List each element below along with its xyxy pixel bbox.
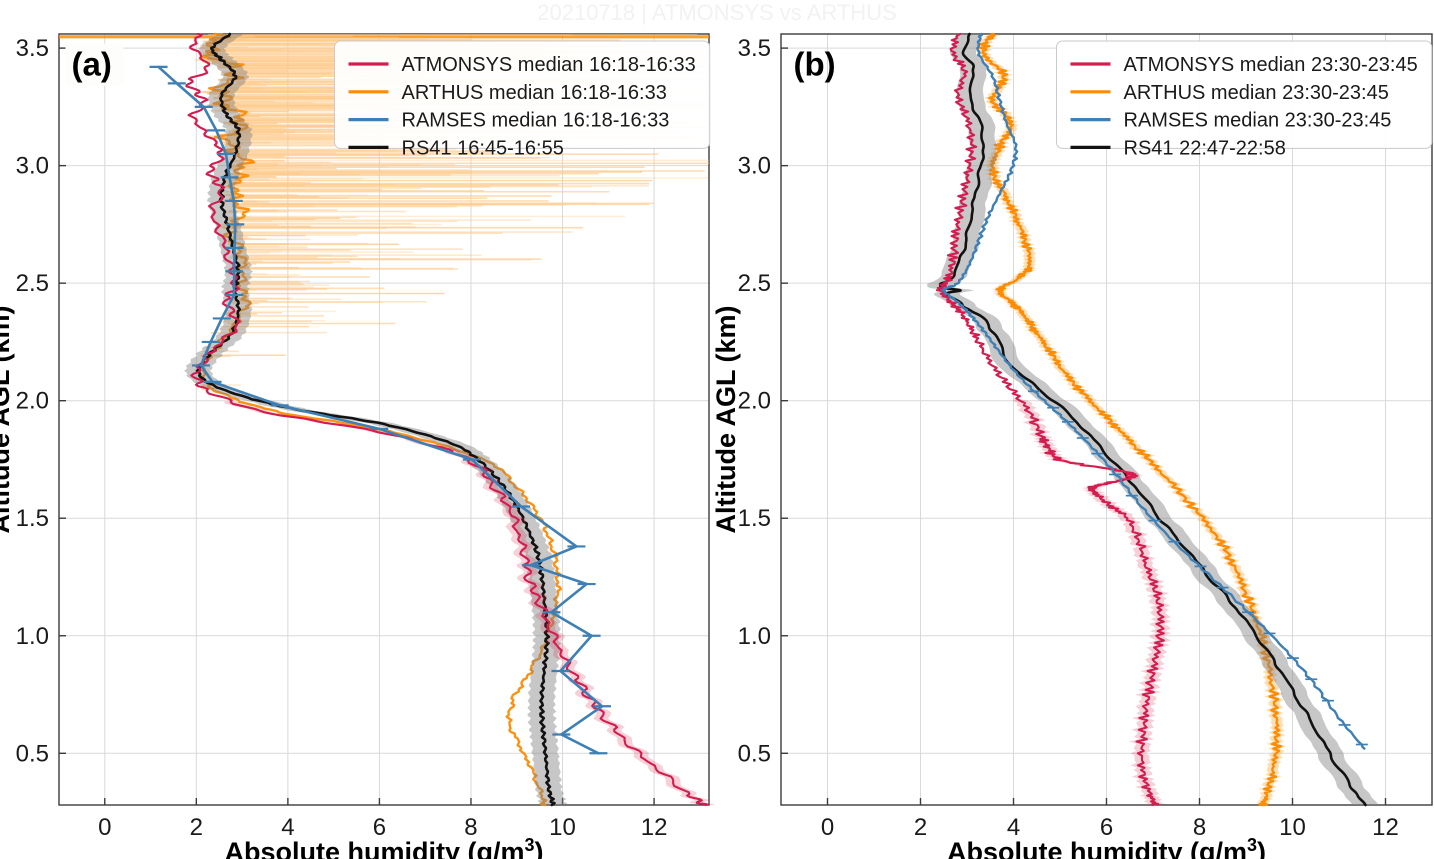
svg-text:RS41 22:47-22:58: RS41 22:47-22:58 — [1124, 137, 1286, 159]
svg-text:2: 2 — [914, 814, 927, 841]
svg-text:20210718 | ATMONSYS vs ARTHUS: 20210718 | ATMONSYS vs ARTHUS — [537, 0, 897, 25]
svg-text:3.5: 3.5 — [16, 35, 49, 62]
svg-text:RS41 16:45-16:55: RS41 16:45-16:55 — [402, 137, 564, 159]
svg-text:1.5: 1.5 — [16, 505, 49, 532]
svg-text:3.5: 3.5 — [738, 35, 771, 62]
svg-text:0.5: 0.5 — [16, 740, 49, 767]
svg-text:12: 12 — [1372, 814, 1399, 841]
svg-text:(b): (b) — [794, 46, 836, 83]
svg-text:12: 12 — [641, 814, 668, 841]
svg-text:1.5: 1.5 — [738, 505, 771, 532]
svg-text:0: 0 — [821, 814, 834, 841]
svg-text:10: 10 — [549, 814, 576, 841]
svg-text:3.0: 3.0 — [738, 153, 771, 180]
svg-text:ATMONSYS median 23:30-23:45: ATMONSYS median 23:30-23:45 — [1124, 54, 1418, 76]
svg-text:2.5: 2.5 — [16, 270, 49, 297]
svg-text:2.5: 2.5 — [738, 270, 771, 297]
svg-text:2.0: 2.0 — [16, 388, 49, 415]
svg-text:2.0: 2.0 — [738, 388, 771, 415]
svg-text:1.0: 1.0 — [738, 623, 771, 650]
svg-text:10: 10 — [1279, 814, 1306, 841]
svg-text:Altitude AGL (km): Altitude AGL (km) — [0, 306, 15, 534]
svg-text:RAMSES median 16:18-16:33: RAMSES median 16:18-16:33 — [402, 110, 670, 132]
svg-text:Altitude AGL (km): Altitude AGL (km) — [711, 306, 741, 534]
svg-text:1.0: 1.0 — [16, 623, 49, 650]
svg-text:2: 2 — [190, 814, 203, 841]
svg-text:0.5: 0.5 — [738, 740, 771, 767]
svg-text:ARTHUS median 23:30-23:45: ARTHUS median 23:30-23:45 — [1124, 82, 1389, 104]
svg-text:Absolute humidity (g/m3): Absolute humidity (g/m3) — [224, 835, 543, 859]
svg-text:(a): (a) — [72, 46, 112, 83]
svg-text:ATMONSYS median 16:18-16:33: ATMONSYS median 16:18-16:33 — [402, 54, 696, 76]
svg-text:ARTHUS median 16:18-16:33: ARTHUS median 16:18-16:33 — [402, 82, 667, 104]
svg-text:0: 0 — [98, 814, 111, 841]
svg-text:Absolute humidity (g/m3): Absolute humidity (g/m3) — [947, 835, 1266, 859]
svg-text:3.0: 3.0 — [16, 153, 49, 180]
svg-text:RAMSES median 23:30-23:45: RAMSES median 23:30-23:45 — [1124, 110, 1392, 132]
